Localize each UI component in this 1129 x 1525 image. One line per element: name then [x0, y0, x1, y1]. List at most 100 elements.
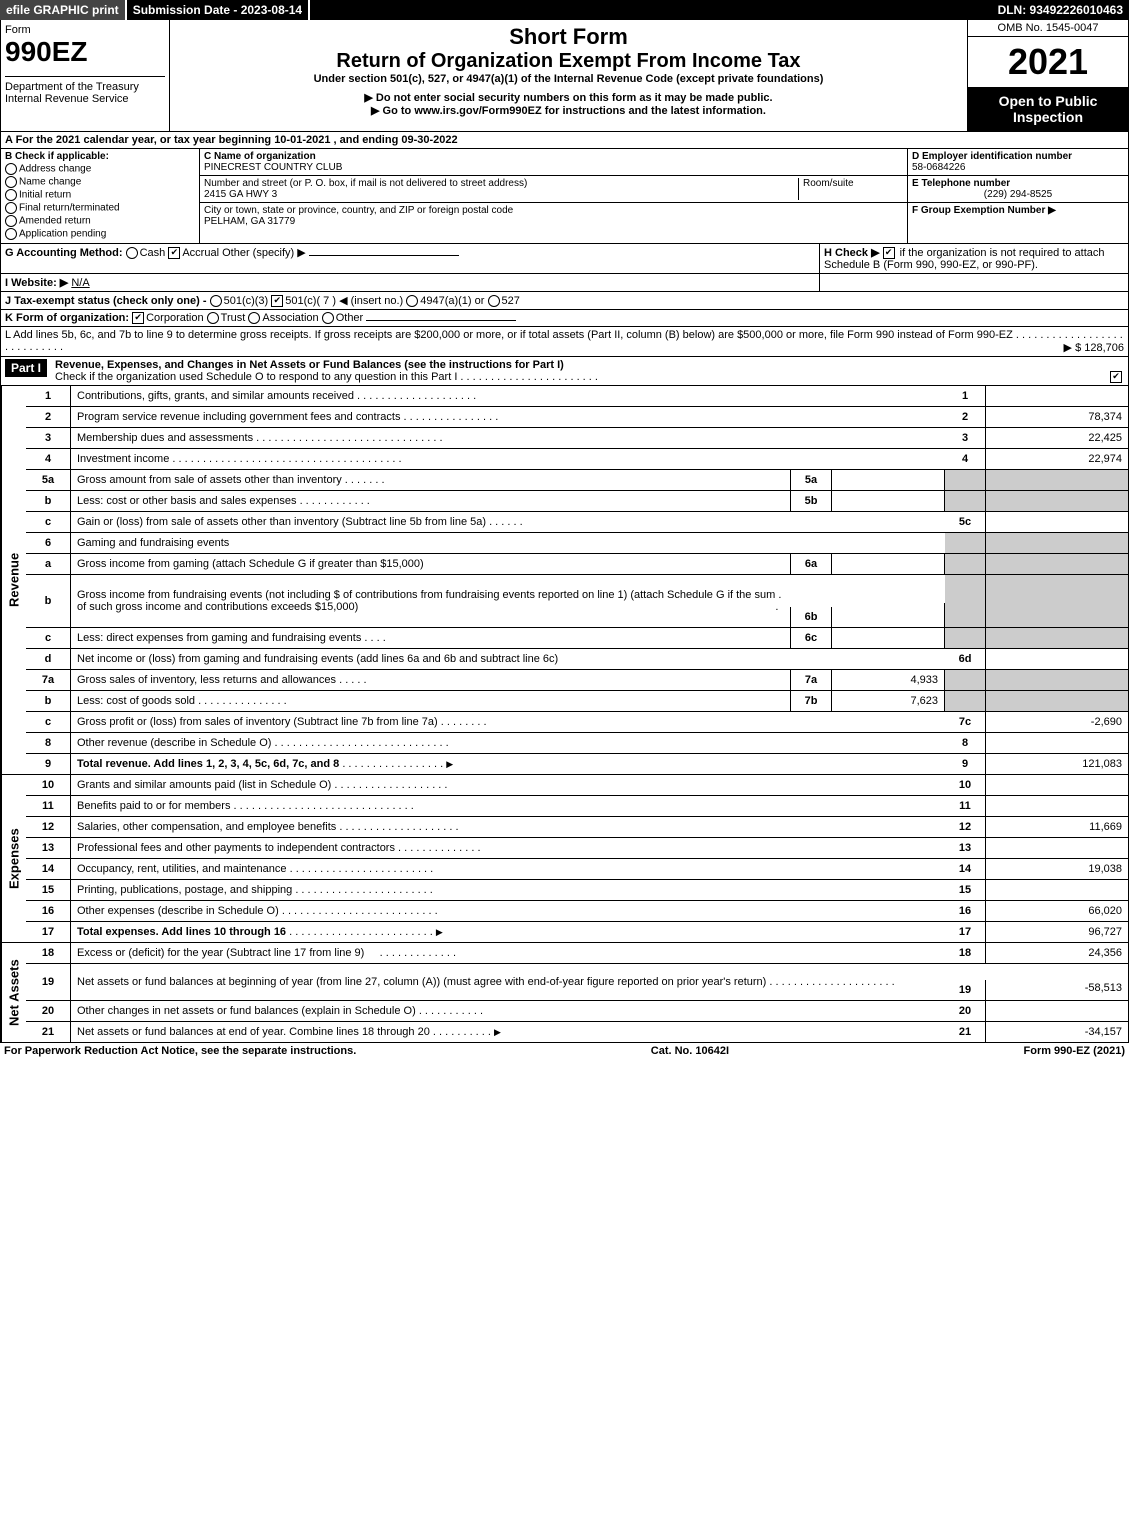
revenue-label: Revenue — [1, 386, 26, 774]
part1-sub: Check if the organization used Schedule … — [55, 371, 457, 383]
cb-association[interactable] — [248, 312, 260, 324]
line-desc: Professional fees and other payments to … — [77, 842, 395, 854]
line-num: 8 — [26, 733, 71, 753]
sub-num: 6a — [790, 554, 832, 574]
tax-year: 2021 — [968, 37, 1128, 87]
group-exemption-row: F Group Exemption Number ▶ — [908, 203, 1128, 218]
line-amount: 121,083 — [986, 754, 1128, 774]
line-desc: Other changes in net assets or fund bala… — [77, 1005, 416, 1017]
footer-mid: Cat. No. 10642I — [651, 1045, 729, 1057]
line-ref: 1 — [945, 386, 986, 406]
sub-val — [832, 628, 945, 648]
addr-label: Number and street (or P. O. box, if mail… — [204, 178, 798, 189]
line-num: d — [26, 649, 71, 669]
sub-num: 5a — [790, 470, 832, 490]
line-ref — [945, 470, 986, 490]
org-name: PINECREST COUNTRY CLUB — [204, 162, 903, 173]
net-assets-label: Net Assets — [1, 943, 26, 1042]
line-desc: Less: cost of goods sold — [77, 695, 195, 707]
tel-value: (229) 294-8525 — [912, 189, 1124, 200]
line-num: 11 — [26, 796, 71, 816]
cb-cash[interactable] — [126, 247, 138, 259]
form-id-block: Form 990EZ Department of the Treasury In… — [1, 20, 170, 131]
cb-trust[interactable] — [207, 312, 219, 324]
line-desc: Gross profit or (loss) from sales of inv… — [77, 716, 438, 728]
line-amount — [986, 533, 1128, 553]
line-amount — [986, 796, 1128, 816]
line-num: 20 — [26, 1001, 71, 1021]
line-desc: Other expenses (describe in Schedule O) — [77, 905, 279, 917]
line-ref: 5c — [945, 512, 986, 532]
org-city-row: City or town, state or province, country… — [200, 203, 907, 229]
line-amount: 19,038 — [986, 859, 1128, 879]
cb-accrual[interactable] — [168, 247, 180, 259]
form-title: Return of Organization Exempt From Incom… — [174, 50, 963, 73]
cb-4947[interactable] — [406, 295, 418, 307]
form-number: 990EZ — [5, 36, 165, 68]
org-address: 2415 GA HWY 3 — [204, 189, 798, 200]
line-desc: Occupancy, rent, utilities, and maintena… — [77, 863, 287, 875]
cb-other-org[interactable] — [322, 312, 334, 324]
cb-527[interactable] — [488, 295, 500, 307]
sub-val — [832, 491, 945, 511]
cb-501c3[interactable] — [210, 295, 222, 307]
website-value: N/A — [71, 277, 89, 289]
line-desc: Contributions, gifts, grants, and simila… — [77, 390, 354, 402]
line-ref: 2 — [945, 407, 986, 427]
footer-left: For Paperwork Reduction Act Notice, see … — [4, 1045, 356, 1057]
form-org-label: K Form of organization: — [5, 312, 129, 324]
org-addr-row: Number and street (or P. O. box, if mail… — [200, 176, 907, 203]
cb-application-pending[interactable]: Application pending — [5, 228, 195, 240]
line-amount — [986, 838, 1128, 858]
cb-initial-return[interactable]: Initial return — [5, 189, 195, 201]
submission-date: Submission Date - 2023-08-14 — [127, 0, 310, 20]
line-ref — [945, 628, 986, 648]
line-amount: 24,356 — [986, 943, 1128, 963]
line-num: b — [26, 691, 71, 711]
form-title-block: Short Form Return of Organization Exempt… — [170, 20, 968, 131]
line-desc: Less: direct expenses from gaming and fu… — [77, 632, 361, 644]
city-label: City or town, state or province, country… — [204, 205, 903, 216]
line-amount — [986, 512, 1128, 532]
efile-label[interactable]: efile GRAPHIC print — [0, 0, 127, 20]
sub-num: 5b — [790, 491, 832, 511]
cb-amended-return[interactable]: Amended return — [5, 215, 195, 227]
tel-row: E Telephone number (229) 294-8525 — [908, 176, 1128, 203]
line-amount — [986, 691, 1128, 711]
line-amount: 78,374 — [986, 407, 1128, 427]
line-amount — [986, 733, 1128, 753]
cb-name-change[interactable]: Name change — [5, 176, 195, 188]
line-desc: Benefits paid to or for members — [77, 800, 230, 812]
cb-schedule-b[interactable] — [883, 247, 895, 259]
block-b-title: B Check if applicable: — [5, 151, 195, 162]
line-desc: Program service revenue including govern… — [77, 411, 400, 423]
line-ref — [945, 691, 986, 711]
cb-final-return[interactable]: Final return/terminated — [5, 202, 195, 214]
net-assets-section: Net Assets 18Excess or (deficit) for the… — [0, 943, 1129, 1043]
line-desc: Grants and similar amounts paid (list in… — [77, 779, 331, 791]
line-num: 3 — [26, 428, 71, 448]
cb-501c[interactable] — [271, 295, 283, 307]
room-suite-label: Room/suite — [798, 178, 903, 200]
line-amount — [986, 386, 1128, 406]
line-ref: 8 — [945, 733, 986, 753]
line-num: 9 — [26, 754, 71, 774]
form-header: Form 990EZ Department of the Treasury In… — [0, 20, 1129, 132]
line-ref: 15 — [945, 880, 986, 900]
cb-schedule-o[interactable] — [1110, 371, 1122, 383]
line-ref: 10 — [945, 775, 986, 795]
gross-receipts-text: L Add lines 5b, 6c, and 7b to line 9 to … — [5, 329, 1013, 341]
block-d: D Employer identification number 58-0684… — [908, 149, 1128, 243]
line-num: 2 — [26, 407, 71, 427]
sub-val — [832, 470, 945, 490]
instructions-link[interactable]: ▶ Go to www.irs.gov/Form990EZ for instru… — [174, 104, 963, 117]
line-num: 14 — [26, 859, 71, 879]
line-num: 1 — [26, 386, 71, 406]
part1-tag: Part I — [5, 359, 47, 377]
line-desc: Gross sales of inventory, less returns a… — [77, 674, 336, 686]
line-ref: 3 — [945, 428, 986, 448]
line-amount: -2,690 — [986, 712, 1128, 732]
cb-corporation[interactable] — [132, 312, 144, 324]
cb-address-change[interactable]: Address change — [5, 163, 195, 175]
line-desc: Membership dues and assessments — [77, 432, 253, 444]
